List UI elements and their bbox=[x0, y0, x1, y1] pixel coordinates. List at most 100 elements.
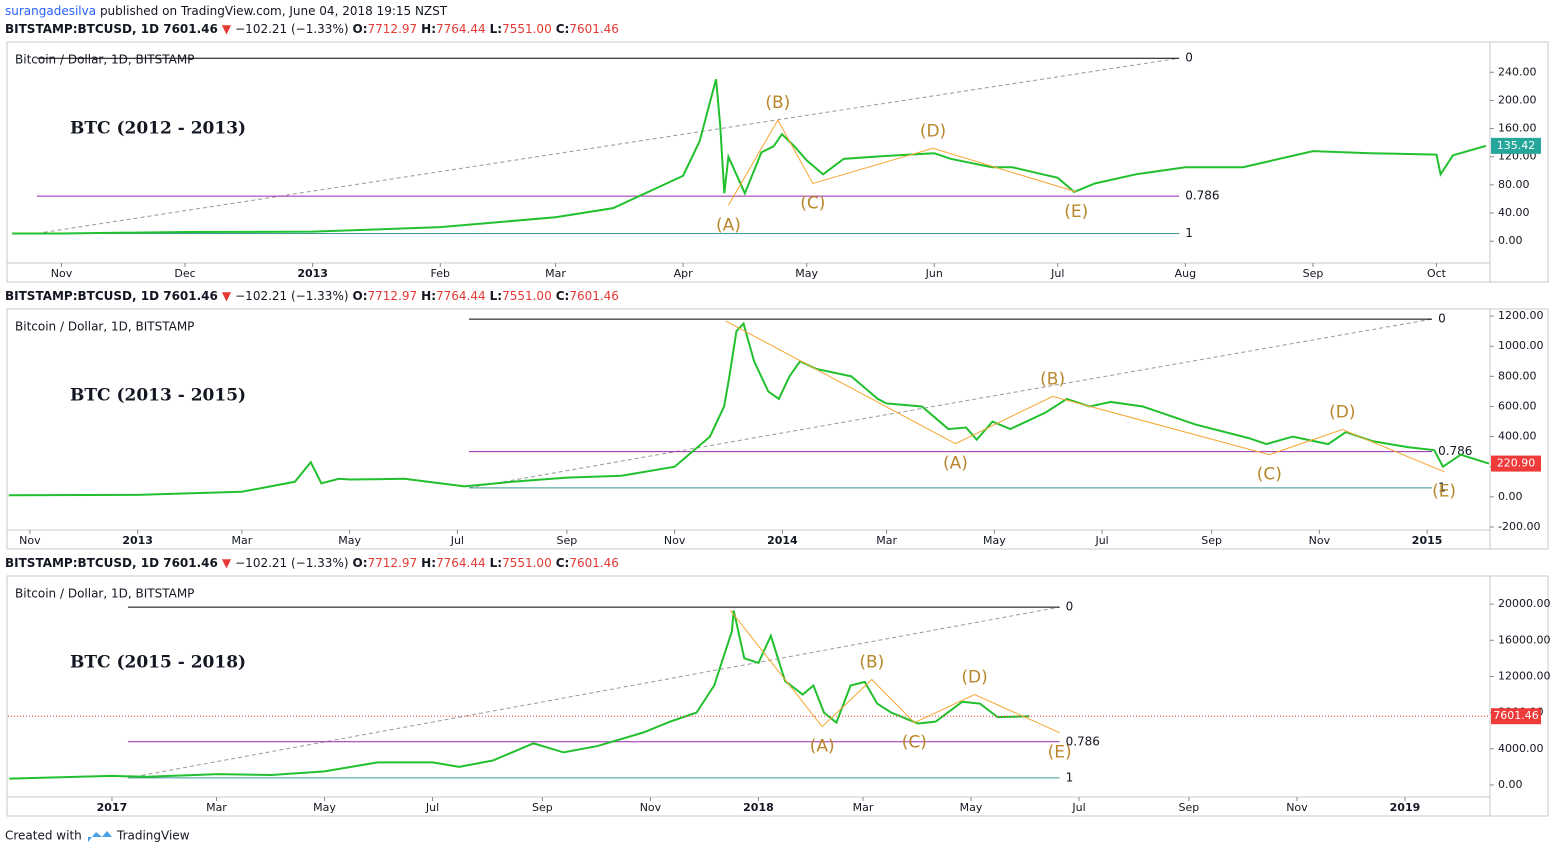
wave-label: (B) bbox=[765, 93, 790, 113]
x-tick-label: Nov bbox=[1309, 534, 1331, 547]
x-tick-label: Sep bbox=[1303, 267, 1324, 280]
y-tick-label: 4000.00 bbox=[1498, 742, 1544, 755]
y-tick-label: 40.00 bbox=[1498, 206, 1530, 219]
ohlc-label: C: bbox=[556, 22, 570, 36]
y-tick-label: 200.00 bbox=[1498, 93, 1537, 106]
ohlc-value: 7712.97 bbox=[368, 22, 418, 36]
fib-label: 0.786 bbox=[1185, 189, 1219, 203]
ohlc-value: 7764.44 bbox=[436, 289, 486, 303]
x-tick-label: Aug bbox=[1175, 267, 1196, 280]
ohlc-label: L: bbox=[490, 556, 502, 570]
y-tick-label: 16000.00 bbox=[1498, 633, 1551, 646]
wave-label: (B) bbox=[1040, 369, 1065, 389]
x-tick-label: Sep bbox=[1201, 534, 1222, 547]
annotation: BTC (2015 - 2018) bbox=[70, 653, 246, 673]
ohlc-label: O: bbox=[353, 556, 368, 570]
x-tick-label: 2015 bbox=[1412, 534, 1443, 547]
x-tick-label: 2018 bbox=[743, 801, 774, 814]
ohlc-value: 7551.00 bbox=[502, 556, 552, 570]
last-price-tag bbox=[1491, 708, 1541, 725]
x-tick-label: 2013 bbox=[297, 267, 328, 280]
arrow: ▼ bbox=[222, 556, 232, 570]
wave-label: (C) bbox=[1257, 465, 1282, 485]
x-tick-label: May bbox=[983, 534, 1006, 547]
ohlc-label: L: bbox=[490, 289, 502, 303]
fib-label: 1 bbox=[1438, 480, 1446, 494]
wave-label: (A) bbox=[810, 737, 835, 757]
wave-label: (A) bbox=[943, 454, 968, 474]
panel-frame bbox=[6, 308, 1549, 550]
change: −102.21 (−1.33%) bbox=[235, 289, 348, 303]
ohlc-value: 7712.97 bbox=[368, 289, 418, 303]
fib-label: 0.786 bbox=[1066, 734, 1100, 748]
ohlc-label: C: bbox=[556, 556, 570, 570]
wave-label: (E) bbox=[1064, 202, 1088, 222]
x-tick-label: Mar bbox=[231, 534, 252, 547]
x-tick-label: May bbox=[338, 534, 361, 547]
ohlc-label: O: bbox=[353, 289, 368, 303]
wave-line bbox=[725, 320, 1445, 473]
x-tick-label: 2014 bbox=[767, 534, 798, 547]
published: published on TradingView.com, June 04, 2… bbox=[100, 4, 448, 18]
change: −102.21 (−1.33%) bbox=[235, 556, 348, 570]
ohlc-label: H: bbox=[421, 289, 436, 303]
x-tick-label: Jul bbox=[425, 801, 439, 814]
y-tick-label: 0.00 bbox=[1498, 778, 1523, 791]
x-tick-label: 2017 bbox=[97, 801, 128, 814]
x-tick-label: May bbox=[313, 801, 336, 814]
ohlc-value: 7601.46 bbox=[569, 289, 619, 303]
footer-brand[interactable]: TradingView bbox=[116, 829, 190, 843]
y-tick-label: 80.00 bbox=[1498, 178, 1530, 191]
x-tick-label: May bbox=[960, 801, 983, 814]
ohlc-value: 7764.44 bbox=[436, 556, 486, 570]
x-tick-label: Nov bbox=[1286, 801, 1308, 814]
y-tick-label: 240.00 bbox=[1498, 65, 1537, 78]
x-tick-label: Mar bbox=[876, 534, 897, 547]
wave-label: (D) bbox=[961, 668, 987, 688]
last-price-tag bbox=[1491, 455, 1541, 472]
x-tick-label: May bbox=[795, 267, 818, 280]
ohlc-value: 7764.44 bbox=[436, 22, 486, 36]
change: −102.21 (−1.33%) bbox=[235, 22, 348, 36]
fib-diagonal bbox=[127, 606, 1060, 779]
last-price-label: 135.42 bbox=[1497, 139, 1536, 152]
y-tick-label: 400.00 bbox=[1498, 430, 1537, 443]
ohlc-value: 7551.00 bbox=[502, 22, 552, 36]
symbol-row: BITSTAMP:BTCUSD, 1D 7601.46 ▼ −102.21 (−1.… bbox=[5, 22, 619, 36]
panel-frame bbox=[6, 41, 1549, 283]
wave-label: (E) bbox=[1048, 743, 1072, 763]
y-tick-label: 1000.00 bbox=[1498, 339, 1544, 352]
x-tick-label: Dec bbox=[174, 267, 195, 280]
ohlc-value: 7601.46 bbox=[569, 556, 619, 570]
y-tick-label: 12000.00 bbox=[1498, 669, 1551, 682]
panel-frame bbox=[6, 575, 1549, 817]
x-tick-label: Feb bbox=[431, 267, 450, 280]
wave-label: (B) bbox=[859, 652, 884, 672]
wave-line bbox=[727, 119, 1077, 206]
author[interactable]: surangadesilva bbox=[5, 4, 96, 18]
ohlc-value: 7551.00 bbox=[502, 289, 552, 303]
wave-label: (E) bbox=[1432, 482, 1456, 502]
wave-label: (C) bbox=[800, 193, 825, 213]
fib-label: 1 bbox=[1185, 226, 1193, 240]
symbol: BITSTAMP:BTCUSD, 1D 7601.46 bbox=[5, 22, 218, 36]
ohlc-value: 7712.97 bbox=[368, 556, 418, 570]
x-tick-label: Jul bbox=[450, 534, 464, 547]
price-line bbox=[8, 321, 1490, 497]
x-tick-label: 2013 bbox=[122, 534, 153, 547]
wave-label: (A) bbox=[716, 215, 741, 235]
arrow: ▼ bbox=[222, 289, 232, 303]
ohlc-label: H: bbox=[421, 22, 436, 36]
fib-label: 0 bbox=[1438, 312, 1446, 326]
fib-diagonal bbox=[468, 318, 1433, 489]
y-tick-label: 1200.00 bbox=[1498, 309, 1544, 322]
x-tick-label: Nov bbox=[640, 801, 662, 814]
footer-text: Created with bbox=[5, 829, 82, 843]
y-tick-label: 0.00 bbox=[1498, 490, 1523, 503]
ohlc-label: L: bbox=[490, 22, 502, 36]
x-tick-label: Mar bbox=[545, 267, 566, 280]
symbol-row: BITSTAMP:BTCUSD, 1D 7601.46 ▼ −102.21 (−1.… bbox=[5, 556, 619, 570]
y-tick-label: 600.00 bbox=[1498, 399, 1537, 412]
y-tick-label: 0.00 bbox=[1498, 234, 1523, 247]
